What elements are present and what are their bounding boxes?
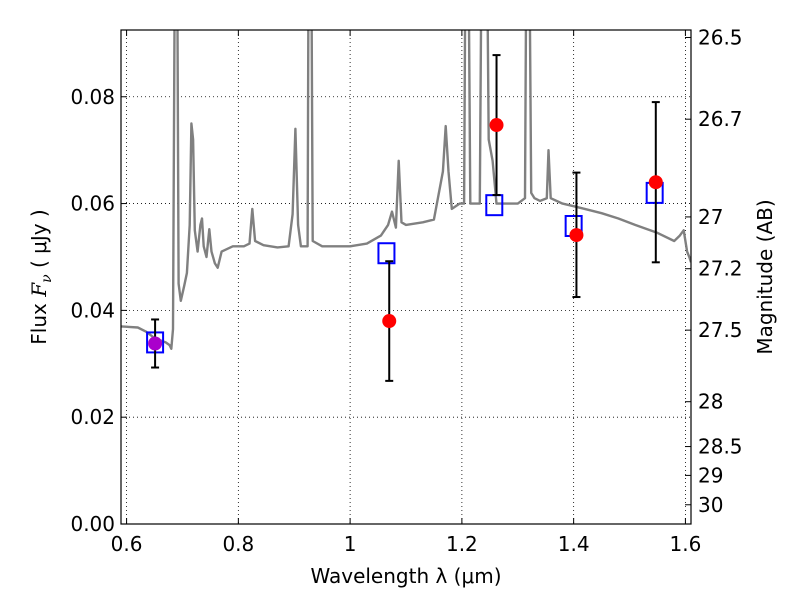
y2-tick-label: 26.7	[698, 107, 743, 131]
y2-tick-label: 26.5	[698, 25, 743, 49]
plot-area	[121, 30, 691, 382]
y2-tick-label: 27.5	[698, 318, 743, 342]
y-axis-title-prefix: Flux	[27, 297, 51, 345]
x-tick-label: 1	[344, 532, 357, 556]
x-tick-label: 0.8	[222, 532, 254, 556]
model-photometry-square	[377, 242, 396, 265]
y2-tick-label: 27	[698, 205, 723, 229]
y-axis-title: Flux Fν ( μJy )	[27, 209, 55, 344]
y2-axis-title: Magnitude (AB)	[753, 199, 777, 354]
y-tick-label: 0.08	[70, 85, 115, 109]
x-tick-label: 1.4	[558, 532, 590, 556]
axis-tick-labels: 0.6 0.8 1 1.2 1.4 1.6 0.00 0.02 0.04 0.06 0.08 26.5…	[70, 25, 742, 556]
axis-ticks	[121, 30, 691, 525]
x-tick-label: 0.6	[111, 532, 143, 556]
y2-tick-label: 27.2	[698, 257, 743, 281]
y-tick-label: 0.06	[70, 192, 115, 216]
x-tick-label: 1.6	[670, 532, 702, 556]
y-axis-title-symbol: F	[27, 282, 51, 298]
y2-tick-label: 28	[698, 390, 723, 414]
x-tick-label: 1.2	[446, 532, 478, 556]
model-spectrum-line	[121, 30, 691, 350]
observed-photometry-point	[569, 228, 584, 243]
y2-tick-label: 30	[698, 493, 723, 517]
observed-photometry-point	[648, 175, 663, 190]
y2-tick-label: 29	[698, 463, 723, 487]
y-axis-title-suffix: ( μJy )	[27, 209, 51, 274]
x-axis-title: Wavelength λ (μm)	[310, 564, 501, 588]
observed-photometry-point	[382, 314, 397, 329]
y-tick-label: 0.04	[70, 298, 115, 322]
observed-photometry-point	[489, 118, 504, 133]
observed-photometry-point	[148, 336, 163, 351]
y2-tick-label: 28.5	[698, 435, 743, 459]
plot-frame	[120, 29, 692, 525]
plot-background	[121, 30, 691, 524]
y-tick-label: 0.02	[70, 405, 115, 429]
y-axis-title-subscript: ν	[39, 274, 55, 283]
y-tick-label: 0.00	[70, 512, 115, 536]
observed-photometry-markers	[148, 118, 663, 351]
